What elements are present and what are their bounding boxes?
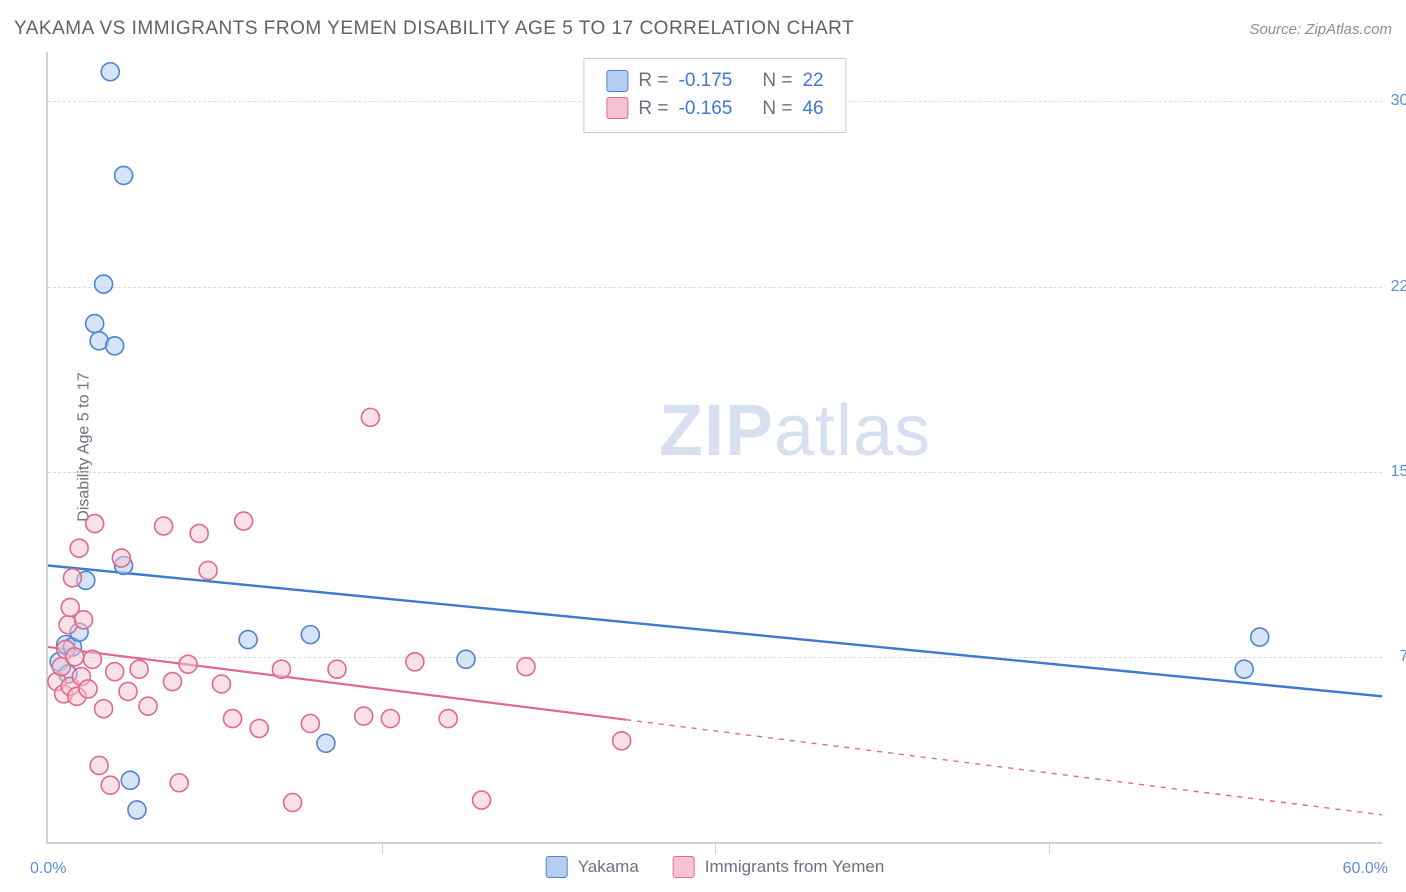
data-point — [86, 315, 104, 333]
n-value-1: 46 — [802, 95, 823, 123]
data-point — [164, 673, 182, 691]
stats-row-0: R = -0.175 N = 22 — [606, 67, 823, 95]
legend-label-0: Yakama — [578, 857, 639, 877]
chart-title: YAKAMA VS IMMIGRANTS FROM YEMEN DISABILI… — [14, 18, 854, 40]
data-point — [406, 653, 424, 671]
data-point — [128, 801, 146, 819]
title-bar: YAKAMA VS IMMIGRANTS FROM YEMEN DISABILI… — [14, 18, 1392, 40]
data-point — [1235, 660, 1253, 678]
source-label: Source: ZipAtlas.com — [1249, 21, 1392, 38]
r-label-0: R = — [638, 67, 668, 95]
data-point — [106, 337, 124, 355]
legend-item-0: Yakama — [546, 856, 639, 878]
y-tick-label: 7.5% — [1400, 648, 1406, 666]
stats-box: R = -0.175 N = 22 R = -0.165 N = 46 — [583, 58, 846, 133]
series-swatch-0 — [606, 70, 628, 92]
n-label-0: N = — [762, 67, 792, 95]
r-value-1: -0.165 — [678, 95, 732, 123]
data-point — [63, 569, 81, 587]
data-point — [101, 776, 119, 794]
y-tick-label: 15.0% — [1391, 463, 1406, 481]
data-point — [355, 707, 373, 725]
data-point — [83, 650, 101, 668]
data-point — [155, 517, 173, 535]
data-point — [1251, 628, 1269, 646]
x-min-label: 0.0% — [30, 860, 66, 878]
data-point — [199, 561, 217, 579]
chart-svg — [48, 52, 1382, 842]
data-point — [190, 524, 208, 542]
data-point — [101, 63, 119, 81]
data-point — [112, 549, 130, 567]
data-point — [86, 515, 104, 533]
legend-label-1: Immigrants from Yemen — [705, 857, 885, 877]
stats-row-1: R = -0.165 N = 46 — [606, 95, 823, 123]
data-point — [328, 660, 346, 678]
data-point — [79, 680, 97, 698]
data-point — [317, 734, 335, 752]
data-point — [613, 732, 631, 750]
legend-item-1: Immigrants from Yemen — [673, 856, 885, 878]
data-point — [239, 631, 257, 649]
data-point — [224, 710, 242, 728]
data-point — [75, 611, 93, 629]
data-point — [439, 710, 457, 728]
data-point — [235, 512, 253, 530]
data-point — [106, 663, 124, 681]
x-max-label: 60.0% — [1343, 860, 1388, 878]
data-point — [250, 719, 268, 737]
data-point — [95, 700, 113, 718]
r-label-1: R = — [638, 95, 668, 123]
data-point — [130, 660, 148, 678]
r-value-0: -0.175 — [678, 67, 732, 95]
data-point — [301, 715, 319, 733]
data-point — [301, 626, 319, 644]
data-point — [115, 166, 133, 184]
data-point — [170, 774, 188, 792]
plot-area: Disability Age 5 to 17 7.5%15.0%22.5%30.… — [46, 52, 1382, 844]
data-point — [70, 539, 88, 557]
series-swatch-1 — [606, 97, 628, 119]
legend-swatch-1 — [673, 856, 695, 878]
data-point — [179, 655, 197, 673]
data-point — [272, 660, 290, 678]
data-point — [119, 682, 137, 700]
data-point — [212, 675, 230, 693]
data-point — [66, 648, 84, 666]
legend-swatch-0 — [546, 856, 568, 878]
n-value-0: 22 — [802, 67, 823, 95]
data-point — [457, 650, 475, 668]
y-tick-label: 22.5% — [1391, 278, 1406, 296]
data-point — [139, 697, 157, 715]
data-point — [90, 756, 108, 774]
data-point — [95, 275, 113, 293]
data-point — [381, 710, 399, 728]
data-point — [284, 794, 302, 812]
y-tick-label: 30.0% — [1391, 92, 1406, 110]
n-label-1: N = — [762, 95, 792, 123]
data-point — [517, 658, 535, 676]
legend: Yakama Immigrants from Yemen — [546, 856, 885, 878]
data-point — [121, 771, 139, 789]
data-point — [473, 791, 491, 809]
data-point — [361, 408, 379, 426]
